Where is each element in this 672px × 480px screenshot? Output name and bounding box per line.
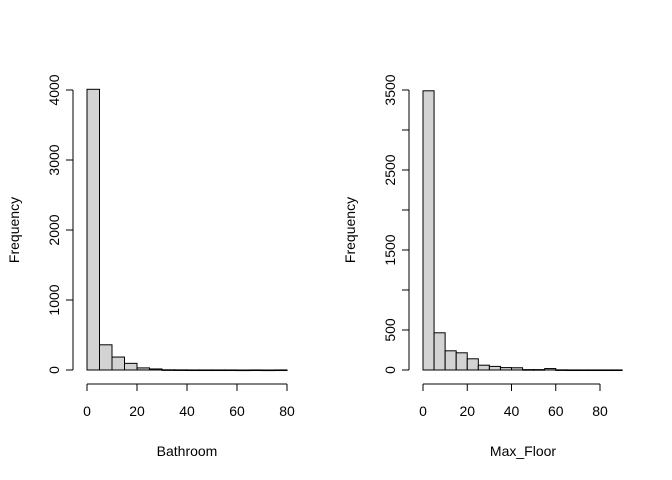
y-tick-label: 0	[382, 366, 398, 374]
x-tick-label: 40	[504, 403, 520, 419]
x-tick-label: 80	[279, 403, 295, 419]
histogram-bar	[249, 369, 263, 372]
histogram-bar	[433, 332, 446, 371]
histogram-bar	[522, 369, 535, 371]
histogram-bar	[610, 369, 623, 372]
histogram-bar	[211, 369, 225, 372]
histogram-bar	[86, 88, 100, 371]
x-tick-label: 60	[548, 403, 564, 419]
histogram-bar	[161, 369, 175, 371]
y-tick-label: 3000	[46, 144, 62, 175]
histogram-bar	[236, 369, 250, 372]
x-axis-label: Max_Floor	[490, 443, 556, 459]
histogram-bar	[533, 369, 546, 371]
y-tick-label: 0	[46, 366, 62, 374]
y-tick-label: 4000	[46, 74, 62, 105]
histogram-bar	[149, 368, 163, 371]
histogram-panel-max-floor: 0 500 1500 2500 3500 0 20 40 60 80 Max_Floor Fre…	[342, 74, 623, 459]
x-tick-label: 60	[229, 403, 245, 419]
histogram-bar	[199, 369, 213, 372]
y-axis-label: Frequency	[342, 197, 358, 263]
y-tick-label: 1000	[46, 284, 62, 315]
histogram-bar	[566, 369, 579, 372]
x-tick-label: 40	[179, 403, 195, 419]
x-tick-label: 0	[83, 403, 91, 419]
y-tick-label: 2500	[382, 154, 398, 185]
histogram-bar	[466, 358, 479, 371]
y-tick-label: 2000	[46, 214, 62, 245]
histogram-bar	[555, 369, 568, 371]
histogram-bar	[577, 369, 590, 372]
x-tick-label: 80	[592, 403, 608, 419]
x-axis-label: Bathroom	[157, 443, 218, 459]
histogram-bar	[444, 350, 457, 371]
histogram-bar	[186, 369, 200, 372]
histogram-bar	[174, 369, 188, 371]
y-axis-label: Frequency	[6, 197, 22, 263]
x-tick-label: 20	[129, 403, 145, 419]
histogram-bar	[111, 356, 125, 371]
histogram-bar	[511, 367, 524, 371]
histogram-bar	[488, 365, 501, 371]
histogram-panel-bathroom: 0 1000 2000 3000 4000 0 20 40 60 80 Bathroom Fre…	[6, 74, 295, 459]
histogram-bar	[499, 367, 512, 371]
histogram-bar	[455, 352, 468, 371]
x-tick-label: 20	[459, 403, 475, 419]
y-tick-label: 1500	[382, 234, 398, 265]
histogram-bar	[274, 369, 288, 372]
histogram-bar	[588, 369, 601, 372]
histogram-bar	[99, 344, 113, 371]
y-tick-label: 500	[382, 318, 398, 342]
histogram-bar	[124, 362, 138, 371]
histogram-bar	[599, 369, 612, 372]
histogram-bar	[224, 369, 238, 372]
histogram-bar	[477, 364, 490, 371]
histogram-bar	[422, 90, 435, 371]
histogram-bar	[544, 368, 557, 371]
y-tick-label: 3500	[382, 74, 398, 105]
histogram-bar	[261, 369, 275, 372]
histogram-bar	[136, 367, 150, 371]
x-tick-label: 0	[419, 403, 427, 419]
